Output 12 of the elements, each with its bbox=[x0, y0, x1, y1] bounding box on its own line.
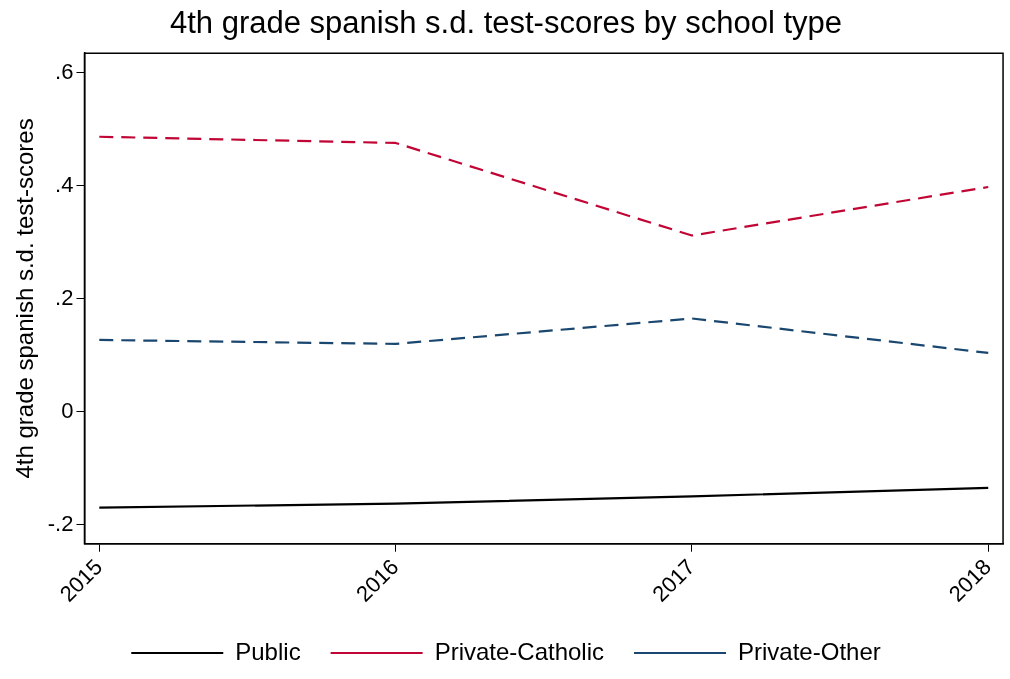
legend-label: Private-Other bbox=[738, 637, 881, 665]
y-tick-label: .4 bbox=[55, 171, 74, 197]
chart-title: 4th grade spanish s.d. test-scores by school type bbox=[169, 5, 843, 41]
y-tick-label: .2 bbox=[55, 284, 74, 310]
y-tick-label: .6 bbox=[55, 59, 74, 85]
line-series bbox=[98, 317, 990, 355]
legend-label: Private-Catholic bbox=[434, 637, 605, 665]
y-tick-label: -.2 bbox=[47, 510, 74, 536]
y-axis-title: 4th grade spanish s.d. test-scores bbox=[11, 118, 39, 479]
legend-label: Public bbox=[235, 637, 301, 665]
y-tick-label: 0 bbox=[61, 397, 74, 423]
line-series bbox=[98, 135, 990, 237]
